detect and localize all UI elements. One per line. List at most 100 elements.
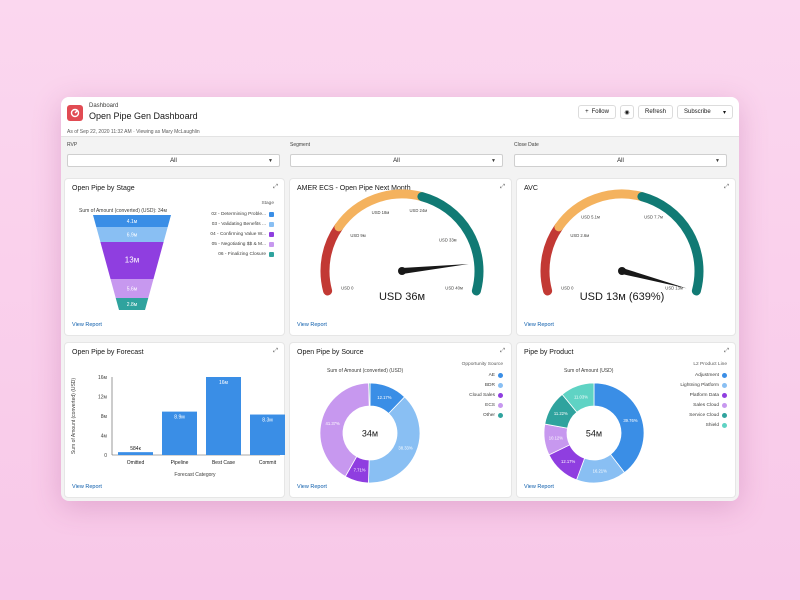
chevron-down-icon: ▼ xyxy=(715,158,720,164)
gauge-tick-label: USD 33м xyxy=(439,238,457,243)
y-axis-title: Sum of Amount (converted) (USD) xyxy=(71,378,77,454)
funnel-segment xyxy=(100,242,164,279)
filter-label-rvp: RVP xyxy=(67,142,78,148)
card-open-pipe-by-forecast: Open Pipe by Forecast ⤢ 0 4м 8м 12м 16м Sum o… xyxy=(64,342,285,498)
gauge-tick-label: USD 40м xyxy=(445,285,463,290)
expand-icon[interactable]: ⤢ xyxy=(500,348,505,354)
legend-title: Opportunity Source xyxy=(461,362,503,367)
legend-label: Platform Data xyxy=(689,392,719,398)
filter-select-rvp[interactable]: All ▼ xyxy=(67,154,280,167)
legend-item[interactable]: BDR xyxy=(423,380,503,390)
funnel-chart: 4.1м 6.9м 13м 5.6м 2.8м xyxy=(93,215,171,310)
filter-select-segment[interactable]: All ▼ xyxy=(290,154,503,167)
legend-title: Stage xyxy=(261,201,274,206)
legend-item[interactable]: ECS xyxy=(423,400,503,410)
legend-label: 06 - Finalizing Closure xyxy=(218,251,266,257)
legend-swatch xyxy=(269,221,274,227)
funnel-label: 5.6м xyxy=(127,287,138,293)
donut-chart: 12.17% 38.33% 7.71% 41.37% 34м xyxy=(319,382,421,484)
legend-item[interactable]: Sales Cloud xyxy=(637,400,727,410)
follow-button[interactable]: + Follow xyxy=(578,105,616,119)
legend-item[interactable]: Platform Data xyxy=(637,390,727,400)
refresh-button[interactable]: Refresh xyxy=(637,105,673,119)
legend-label: ECS xyxy=(485,402,495,408)
legend-label: AE xyxy=(488,372,495,378)
legend-swatch xyxy=(269,251,274,257)
expand-icon[interactable]: ⤢ xyxy=(724,348,729,354)
legend-item[interactable]: Cloud Sales xyxy=(423,390,503,400)
gauge-band xyxy=(637,192,704,296)
gauge-band xyxy=(417,192,484,296)
card-open-pipe-by-stage: Open Pipe by Stage ⤢ Sum of Amount (conv… xyxy=(64,178,285,336)
y-tick-label: 4м xyxy=(101,434,108,440)
gauge-band xyxy=(334,189,427,232)
donut-chart: 39.76% 16.21% 12.17% 10.12% 11.22% 11.03% 54м xyxy=(543,382,645,484)
bar-value-label: 584к xyxy=(130,446,141,452)
breadcrumb[interactable]: Dashboard xyxy=(89,103,119,109)
chevron-down-icon: ▼ xyxy=(491,158,496,164)
view-report-link[interactable]: View Report xyxy=(72,322,102,328)
legend-label: Cloud Sales xyxy=(469,392,495,398)
gauge-tick-label: USD 18м xyxy=(372,210,390,215)
donut-slice xyxy=(368,382,371,407)
legend-item[interactable]: 04 - Confirming Value W... xyxy=(184,229,274,239)
legend-swatch xyxy=(269,231,274,237)
donut-slice-label: 39.76% xyxy=(623,418,637,423)
expand-icon[interactable]: ⤢ xyxy=(724,184,729,190)
gauge-tick-label: USD 0 xyxy=(341,285,354,290)
legend-item[interactable]: 06 - Finalizing Closure xyxy=(184,249,274,259)
card-title: Pipe by Product xyxy=(524,349,574,356)
legend-item[interactable]: AE xyxy=(423,370,503,380)
legend-swatch xyxy=(722,412,727,418)
expand-icon[interactable]: ⤢ xyxy=(500,184,505,190)
view-report-link[interactable]: View Report xyxy=(524,322,554,328)
view-report-link[interactable]: View Report xyxy=(297,484,327,490)
legend-item[interactable]: Service Cloud xyxy=(637,410,727,420)
legend-label: 04 - Confirming Value W... xyxy=(210,231,266,237)
legend-item[interactable]: Adjustment xyxy=(637,370,727,380)
funnel-label: 13м xyxy=(125,256,139,265)
donut-slice xyxy=(368,396,421,484)
donut-slice xyxy=(561,382,595,413)
donut-center-label: 54м xyxy=(586,429,602,439)
gauge-band xyxy=(320,222,344,296)
donut-slice-label: 12.17% xyxy=(561,459,575,464)
filter-select-close-date[interactable]: All ▼ xyxy=(514,154,727,167)
gauge-tick-label: USD 7.7м xyxy=(644,214,663,219)
legend-swatch xyxy=(722,402,727,408)
subscribe-button[interactable]: Subscribe ▾ xyxy=(677,105,733,119)
x-tick-label: Commit xyxy=(259,460,277,466)
donut-slice-label: 11.22% xyxy=(554,411,568,416)
view-report-link[interactable]: View Report xyxy=(524,484,554,490)
dashboard-window: Dashboard Open Pipe Gen Dashboard + Follo… xyxy=(61,97,739,501)
legend-item[interactable]: Shield xyxy=(637,420,727,430)
card-avc-gauge: AVC ⤢ USD 0 USD 2.6м USD 5.1м USD 7.7м USD 1… xyxy=(516,178,736,336)
y-tick-label: 12м xyxy=(98,395,108,401)
donut-slice-label: 41.37% xyxy=(326,421,340,426)
legend-label: 02 - Determining Proble... xyxy=(211,211,266,217)
donut-slice-label: 12.17% xyxy=(377,395,391,400)
legend-item[interactable]: 02 - Determining Proble... xyxy=(184,209,274,219)
expand-icon[interactable]: ⤢ xyxy=(273,348,278,354)
expand-icon[interactable]: ⤢ xyxy=(273,184,278,190)
legend-item[interactable]: Lightning Platform xyxy=(637,380,727,390)
legend-swatch xyxy=(498,412,503,418)
legend-item[interactable]: Other xyxy=(423,410,503,420)
view-report-link[interactable]: View Report xyxy=(72,484,102,490)
dashboard-header: Dashboard Open Pipe Gen Dashboard + Follo… xyxy=(61,97,739,137)
view-report-link[interactable]: View Report xyxy=(297,322,327,328)
filter-label-segment: Segment xyxy=(290,142,311,148)
legend-label: Service Cloud xyxy=(689,412,719,418)
donut-slice-label: 11.03% xyxy=(574,394,588,399)
chevron-down-icon: ▾ xyxy=(722,109,726,116)
legend-swatch xyxy=(722,382,727,388)
legend-item[interactable]: 03 - Validating Benefits ... xyxy=(184,219,274,229)
gauge-needle xyxy=(621,268,687,289)
legend-label: Sales Cloud xyxy=(693,402,719,408)
share-button[interactable]: ◉ xyxy=(619,105,634,119)
card-title: AMER ECS - Open Pipe Next Month xyxy=(297,185,411,192)
legend-item[interactable]: 05 - Negotiating $$ & M... xyxy=(184,239,274,249)
x-tick-label: Best Case xyxy=(212,460,235,466)
bar xyxy=(162,411,197,455)
y-tick-label: 0 xyxy=(104,453,107,459)
